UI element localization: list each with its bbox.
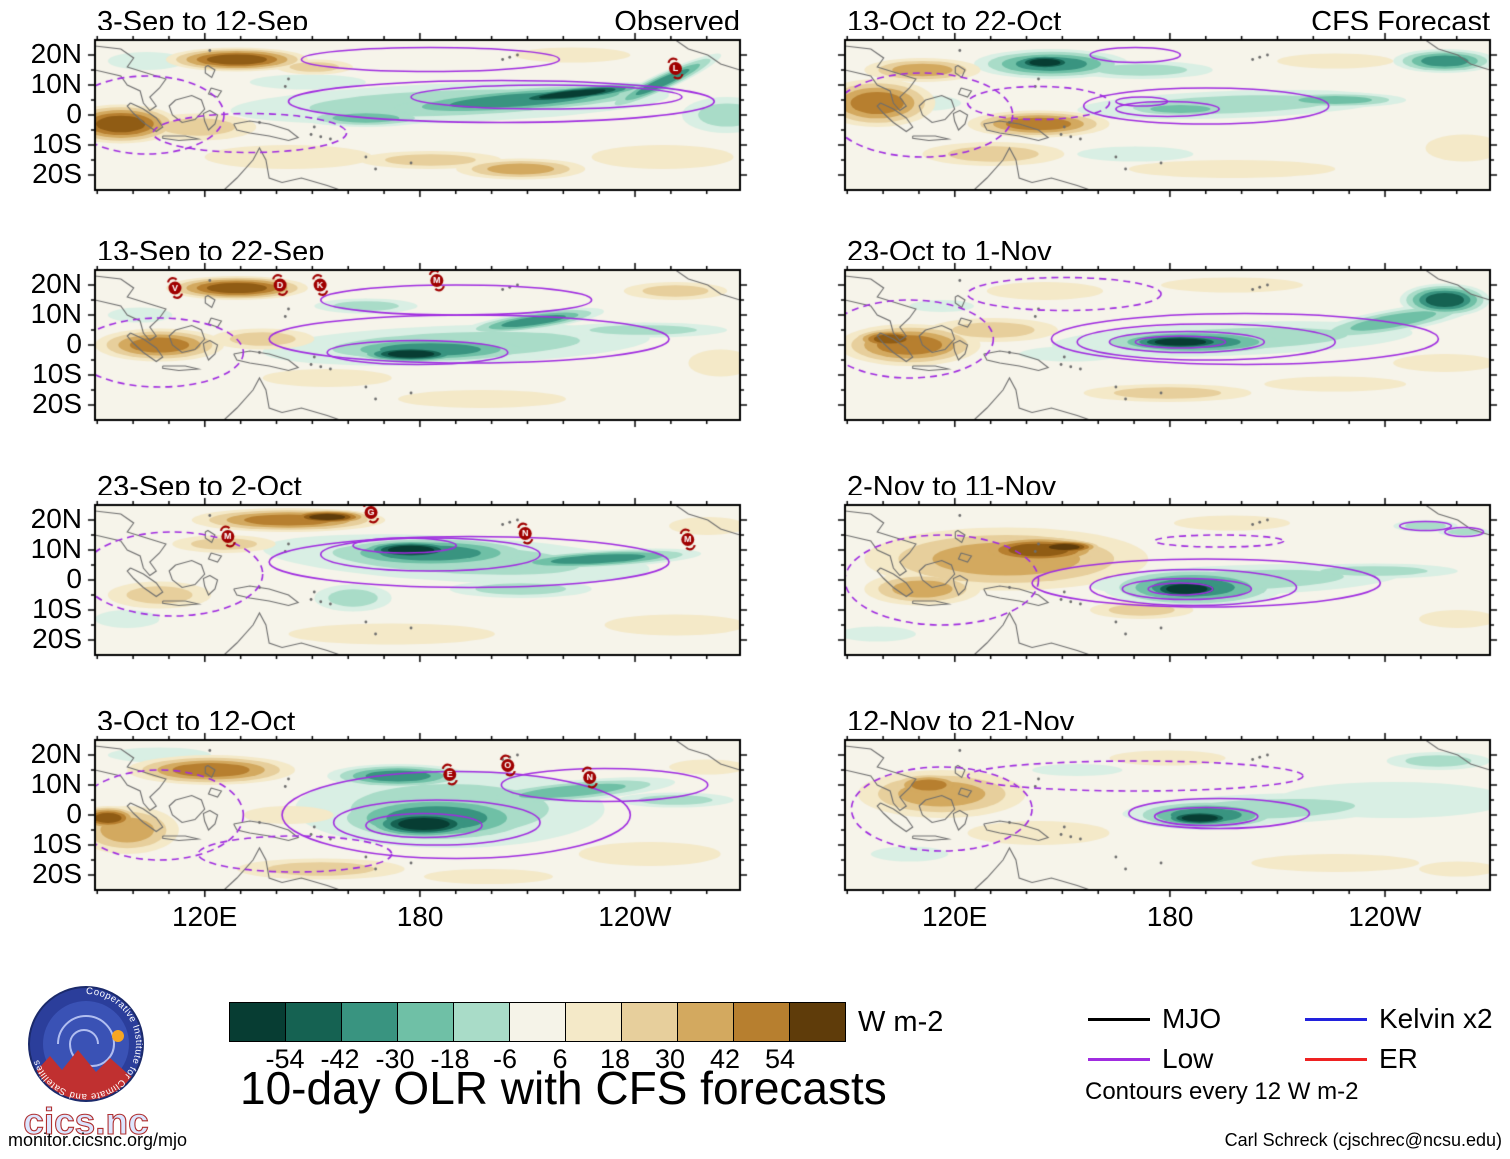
legend-note: Contours every 12 W m-2 [1085, 1078, 1359, 1105]
footer-url: monitor.cicsnc.org/mjo [8, 1130, 188, 1150]
footer-credit: Carl Schreck (cjschrec@ncsu.edu) [1224, 1130, 1502, 1150]
colorbar-segment [509, 1002, 566, 1042]
x-axis-tick-label: 120E [171, 901, 238, 932]
y-axis-tick-label: 10N [30, 533, 82, 564]
colorbar-tick-label: -42 [320, 1044, 360, 1074]
legend-item: ER [1305, 1044, 1418, 1074]
y-axis-tick-label: 20S [32, 858, 82, 889]
map-canvas [85, 730, 750, 900]
colorbar-tick-label: 30 [654, 1044, 686, 1074]
y-axis-tick-label: 20N [30, 38, 82, 69]
colorbar-segment [621, 1002, 678, 1042]
legend-line-sample [1305, 1017, 1367, 1021]
logo-wordmark: cics.nc [23, 1101, 148, 1142]
y-axis-tick-label: 10N [30, 68, 82, 99]
x-axis-tick-label: 180 [396, 901, 444, 932]
y-axis-tick-label: 20N [30, 268, 82, 299]
map-canvas [835, 30, 1500, 200]
y-axis-tick-label: 10S [32, 128, 82, 159]
y-axis-tick-label: 10N [30, 768, 82, 799]
colorbar-segment [397, 1002, 454, 1042]
colorbar-segment [453, 1002, 510, 1042]
colorbar-segment [341, 1002, 398, 1042]
legend-item-label: ER [1379, 1043, 1418, 1074]
logo-sun [112, 1030, 124, 1042]
colorbar-tick-label: 42 [709, 1044, 741, 1074]
colorbar-units-label: W m-2 [858, 1006, 944, 1038]
legend-line-sample [1088, 1057, 1150, 1061]
colorbar-tick-label: -54 [265, 1044, 305, 1074]
map-canvas [835, 495, 1500, 665]
logo-spiral [57, 1015, 116, 1067]
y-axis-tick-label: 0 [66, 563, 82, 594]
colorbar-segment [733, 1002, 790, 1042]
colorbar-tick-label: 6 [552, 1044, 568, 1074]
y-axis-tick-label: 20N [30, 738, 82, 769]
map-canvas [835, 260, 1500, 430]
legend-item-label: Low [1162, 1043, 1214, 1074]
y-axis-tick-label: 10S [32, 828, 82, 859]
y-axis-tick-label: 20S [32, 623, 82, 654]
y-axis-tick-label: 20N [30, 503, 82, 534]
map-canvas [85, 495, 750, 665]
y-axis-tick-label: 20S [32, 158, 82, 189]
colorbar-segment [565, 1002, 622, 1042]
x-axis-tick-label: 120E [921, 901, 988, 932]
x-axis-tick-label: 120W [598, 901, 672, 932]
y-axis-tick-label: 0 [66, 328, 82, 359]
legend-item-label: MJO [1162, 1003, 1222, 1034]
legend-item: MJO [1088, 1004, 1221, 1034]
x-axis-tick-label: 180 [1146, 901, 1194, 932]
x-axis-tick-label: 120W [1348, 901, 1422, 932]
y-axis-tick-label: 20S [32, 388, 82, 419]
map-canvas [85, 260, 750, 430]
cics-logo: Cooperative Institute for Climate and Sa… [23, 986, 150, 1143]
y-axis-tick-label: 10N [30, 298, 82, 329]
map-canvas [85, 30, 750, 200]
logo-mountains [30, 1050, 142, 1100]
legend-item: Low [1088, 1044, 1213, 1074]
colorbar-tick-label: 54 [764, 1044, 796, 1074]
colorbar-segment [789, 1002, 846, 1042]
y-axis-tick-label: 10S [32, 593, 82, 624]
figure-title: 10-day OLR with CFS forecasts [240, 1062, 887, 1114]
colorbar-segment [677, 1002, 734, 1042]
colorbar-tick-label: -30 [375, 1044, 415, 1074]
colorbar [229, 1002, 846, 1042]
colorbar-segment [229, 1002, 286, 1042]
legend-item-label: Kelvin x2 [1379, 1003, 1493, 1034]
y-axis-tick-label: 10S [32, 358, 82, 389]
colorbar-tick-label: 18 [599, 1044, 631, 1074]
colorbar-segment [285, 1002, 342, 1042]
legend-line-sample [1305, 1057, 1367, 1061]
map-canvas [835, 730, 1500, 900]
y-axis-tick-label: 0 [66, 98, 82, 129]
legend-item: Kelvin x2 [1305, 1004, 1493, 1034]
colorbar-tick-label: -18 [430, 1044, 470, 1074]
legend-line-sample [1088, 1017, 1150, 1021]
colorbar-tick-label: -6 [492, 1044, 517, 1074]
y-axis-tick-label: 0 [66, 798, 82, 829]
